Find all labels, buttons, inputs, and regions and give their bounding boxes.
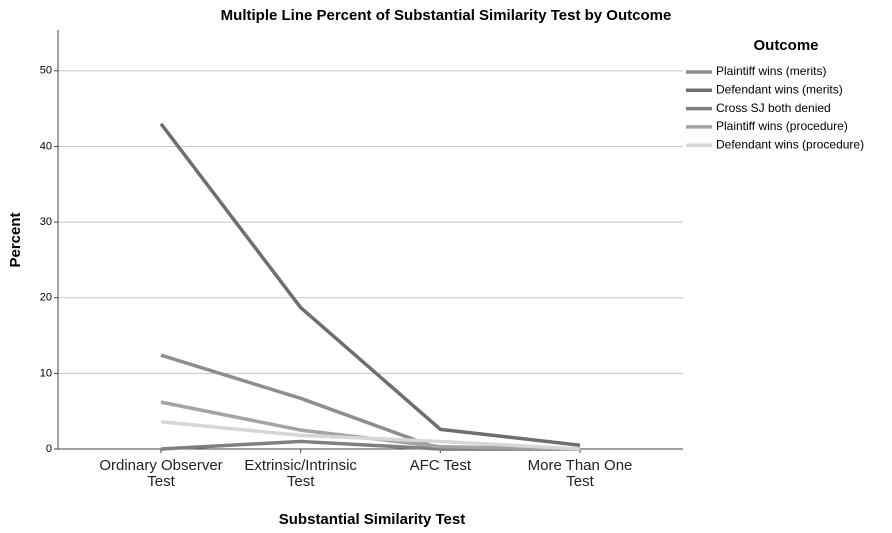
- legend-label: Plaintiff wins (merits): [716, 64, 826, 78]
- x-tick-label: Ordinary Observer Test: [99, 457, 223, 490]
- series-line: [159, 122, 581, 447]
- x-tick-label: Extrinsic/Intrinsic Test: [244, 457, 357, 490]
- series-line: [160, 420, 581, 451]
- x-tick-label: AFC Test: [409, 457, 472, 474]
- y-tick-label: 50: [40, 65, 52, 77]
- chart-title: Multiple Line Percent of Substantial Sim…: [221, 7, 672, 24]
- y-tick-label: 40: [40, 140, 52, 152]
- y-tick-label: 10: [40, 367, 52, 379]
- legend-label: Defendant wins (merits): [716, 82, 843, 96]
- x-axis-label: Substantial Similarity Test: [279, 511, 465, 528]
- y-tick-label: 20: [40, 292, 52, 304]
- legend-label: Defendant wins (procedure): [716, 137, 864, 151]
- legend-title: Outcome: [753, 37, 818, 54]
- legend-label: Plaintiff wins (procedure): [716, 119, 848, 133]
- x-tick-label: More Than One Test: [527, 457, 633, 490]
- y-tick-label: 0: [46, 443, 52, 455]
- y-axis-label: Percent: [7, 212, 24, 267]
- legend-label: Cross SJ both denied: [716, 101, 831, 115]
- y-tick-label: 30: [40, 216, 52, 228]
- series-line: [160, 400, 581, 451]
